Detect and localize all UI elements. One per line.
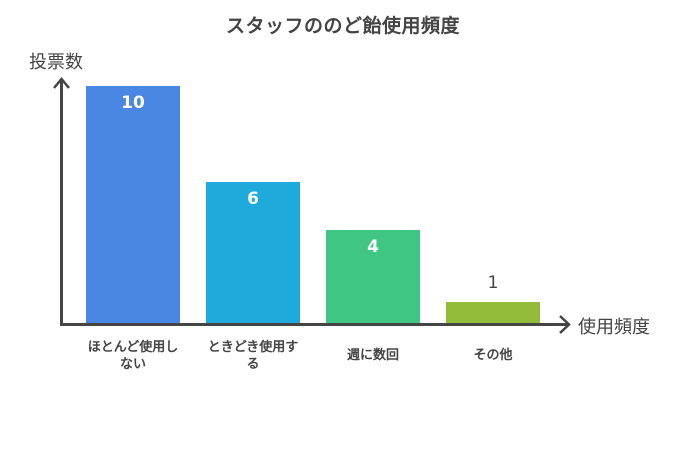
bar-value-weekly: 4 (367, 237, 379, 257)
bar-weekly (326, 230, 420, 324)
x-axis-arrow-icon (559, 315, 571, 334)
y-axis-label: 投票数 (29, 52, 83, 73)
bar-other (446, 302, 540, 324)
category-label-weekly: 週に数回 (346, 348, 399, 363)
x-axis (60, 323, 568, 326)
category-label-other: その他 (473, 348, 513, 363)
chart-title: スタッフののど飴使用頻度 (225, 15, 460, 37)
y-axis-arrow-icon (53, 77, 70, 89)
bar-value-never: 10 (121, 93, 145, 113)
bar-value-other: 1 (487, 273, 499, 293)
y-axis (60, 80, 63, 326)
category-label-sometimes: ときどき使用す る (207, 340, 299, 372)
bar-sometimes (206, 182, 300, 324)
bar-never (86, 86, 180, 324)
category-label-never: ほとんど使用し ない (87, 340, 179, 372)
bar-value-sometimes: 6 (247, 189, 259, 209)
x-axis-label: 使用頻度 (578, 317, 650, 338)
